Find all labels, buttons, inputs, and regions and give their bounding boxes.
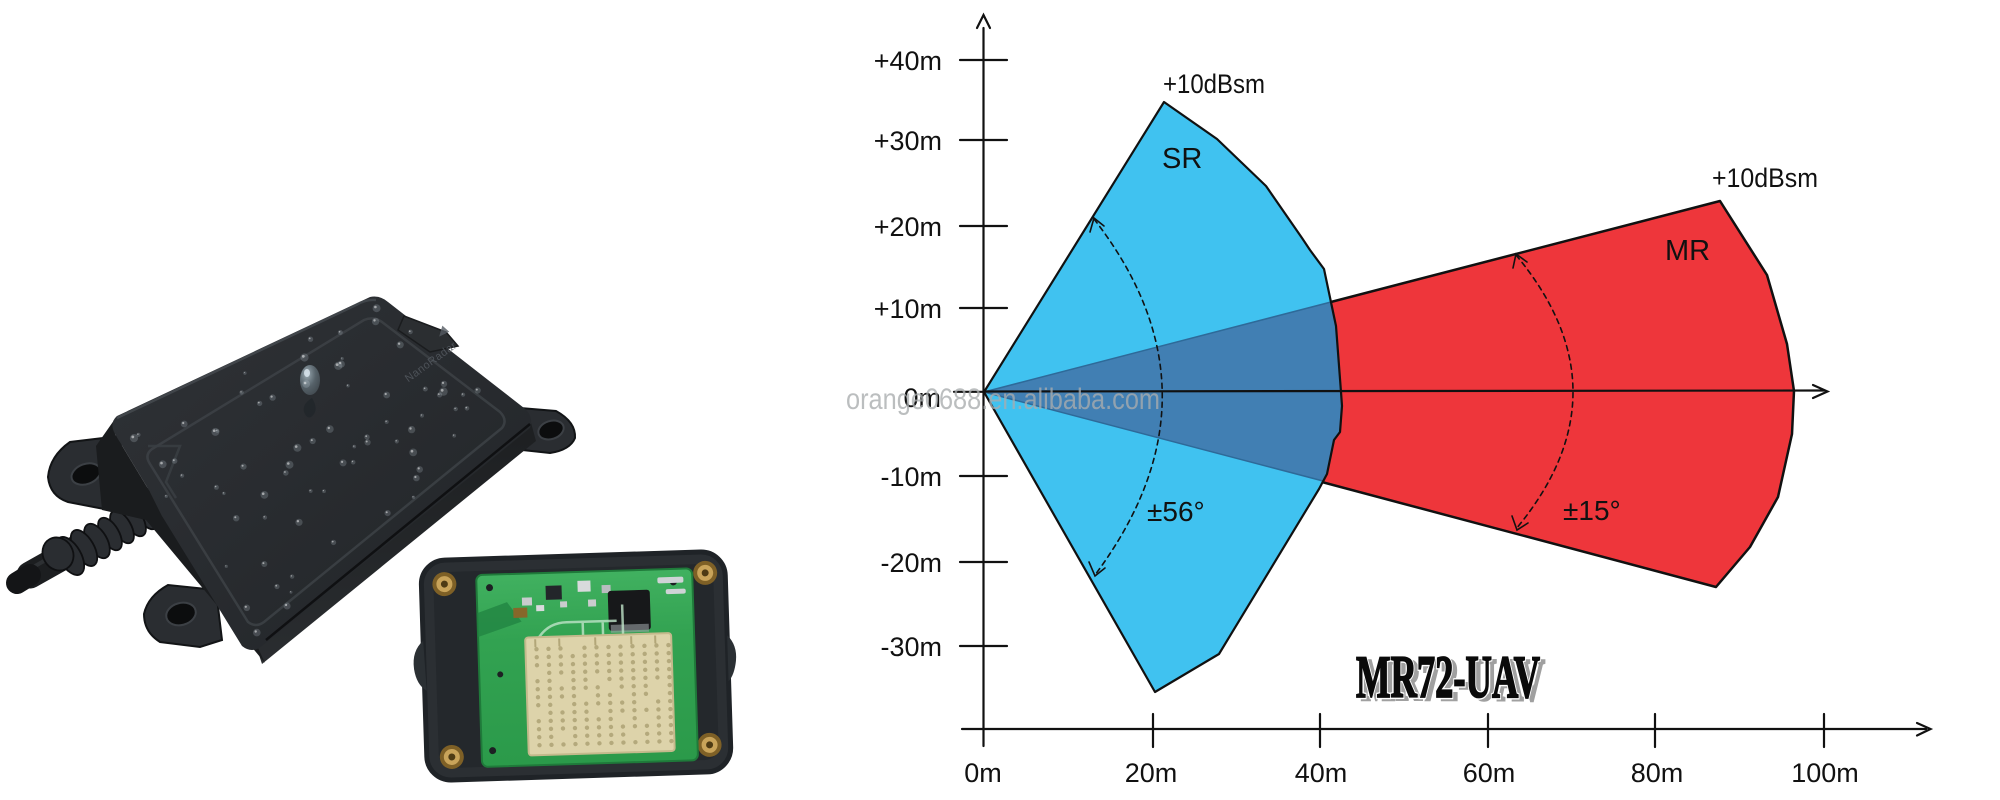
svg-text:MR72-UAV: MR72-UAV [1356,644,1540,710]
svg-text:MR: MR [1665,235,1710,267]
svg-text:±56°: ±56° [1147,496,1205,527]
svg-text:20m: 20m [1125,758,1178,788]
svg-text:-10m: -10m [880,462,942,492]
svg-text:-30m: -30m [880,632,942,662]
svg-text:80m: 80m [1631,758,1684,788]
svg-text:100m: 100m [1791,758,1859,788]
svg-text:+10dBsm: +10dBsm [1163,69,1265,99]
svg-text:+10dBsm: +10dBsm [1712,163,1818,193]
svg-text:+10m: +10m [874,294,942,324]
svg-text:40m: 40m [1295,758,1348,788]
svg-text:0m: 0m [903,383,941,413]
svg-text:MR72-UAV: MR72-UAV [1356,644,1540,710]
svg-text:60m: 60m [1463,758,1516,788]
svg-text:orange0688.en.alibaba.com: orange0688.en.alibaba.com [846,383,1160,416]
svg-text:SR: SR [1162,143,1202,175]
svg-text:-20m: -20m [880,548,942,578]
svg-text:±15°: ±15° [1563,495,1621,526]
svg-text:+40m: +40m [874,46,942,76]
svg-text:+30m: +30m [874,126,942,156]
svg-text:0m: 0m [964,758,1002,788]
svg-text:MR72-UAV: MR72-UAV [1361,647,1545,713]
svg-text:+20m: +20m [874,212,942,242]
